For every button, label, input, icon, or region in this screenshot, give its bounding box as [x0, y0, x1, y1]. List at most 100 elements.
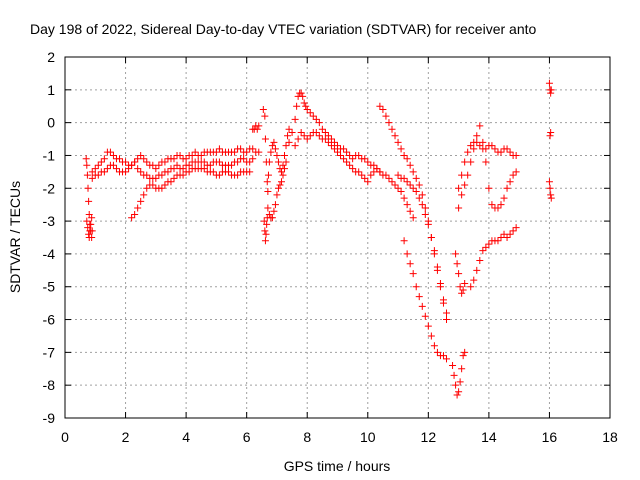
data-point [506, 230, 514, 238]
data-point [373, 165, 381, 173]
data-point [455, 184, 463, 192]
data-point [152, 165, 160, 173]
data-point [83, 171, 91, 179]
data-point [255, 148, 263, 156]
data-point [131, 158, 139, 166]
data-point [406, 181, 414, 189]
data-point [321, 135, 329, 143]
x-tick-labels: 0 2 4 6 8 10 12 14 16 18 [61, 429, 618, 445]
data-point [84, 184, 92, 192]
x-axis-label: GPS time / hours [284, 458, 391, 474]
data-point [433, 348, 441, 356]
data-point [109, 161, 117, 169]
data-point [427, 332, 435, 340]
data-point [212, 148, 220, 156]
data-point [459, 352, 467, 360]
data-point [263, 178, 271, 186]
data-point [547, 128, 555, 136]
x-tick-label: 4 [182, 429, 190, 445]
data-point [388, 125, 396, 133]
data-point [249, 155, 257, 163]
data-point [494, 237, 502, 245]
x-tick-label: 18 [602, 429, 618, 445]
data-point [200, 165, 208, 173]
data-point [261, 135, 269, 143]
data-point [461, 348, 469, 356]
data-point [246, 168, 254, 176]
data-point [164, 168, 172, 176]
data-point [137, 168, 145, 176]
data-point [137, 151, 145, 159]
data-point [409, 270, 417, 278]
data-point [215, 145, 223, 153]
data-point [436, 279, 444, 287]
data-point [312, 128, 320, 136]
data-point [349, 165, 357, 173]
data-point [318, 125, 326, 133]
data-point [479, 247, 487, 255]
data-point [85, 230, 93, 238]
data-point [288, 128, 296, 136]
data-point [409, 214, 417, 222]
data-point [412, 283, 420, 291]
data-point [376, 102, 384, 110]
data-point [137, 197, 145, 205]
data-point [403, 201, 411, 209]
data-point [430, 247, 438, 255]
data-point [285, 125, 293, 133]
data-point [285, 138, 293, 146]
data-point [282, 158, 290, 166]
data-point [324, 138, 332, 146]
data-point [158, 171, 166, 179]
data-point [455, 388, 463, 396]
data-point [485, 240, 493, 248]
x-tick-label: 0 [61, 429, 69, 445]
data-point [240, 155, 248, 163]
data-point [397, 145, 405, 153]
axis-ticks [64, 56, 611, 419]
data-point [476, 256, 484, 264]
data-point [452, 381, 460, 389]
y-tick-label: 0 [47, 115, 55, 131]
data-point [473, 266, 481, 274]
data-point [264, 171, 272, 179]
data-point [406, 260, 414, 268]
data-points [82, 79, 555, 399]
data-point [97, 158, 105, 166]
data-point [491, 145, 499, 153]
data-point [450, 371, 458, 379]
data-point [367, 171, 375, 179]
data-point [306, 132, 314, 140]
data-point [412, 188, 420, 196]
data-point [149, 161, 157, 169]
data-point [271, 201, 279, 209]
data-point [364, 178, 372, 186]
data-point [303, 106, 311, 114]
data-point [467, 158, 475, 166]
data-point [173, 161, 181, 169]
data-point [439, 296, 447, 304]
data-point [403, 178, 411, 186]
data-point [134, 165, 142, 173]
data-point [106, 148, 114, 156]
data-point [88, 214, 96, 222]
data-point [421, 204, 429, 212]
data-point [415, 181, 423, 189]
y-tick-label: -9 [43, 410, 56, 426]
data-point [503, 145, 511, 153]
data-point [277, 168, 285, 176]
data-point [185, 161, 193, 169]
data-point [116, 155, 123, 163]
data-point [161, 181, 169, 189]
data-point [185, 168, 193, 176]
y-tick-label: 2 [47, 49, 55, 65]
data-point [418, 201, 426, 209]
data-point [379, 106, 387, 114]
data-point [140, 191, 148, 199]
data-point [503, 234, 511, 241]
data-point [100, 155, 108, 163]
data-point [87, 220, 95, 228]
data-point [406, 161, 414, 169]
data-point [134, 204, 142, 212]
y-tick-label: -7 [43, 344, 56, 360]
